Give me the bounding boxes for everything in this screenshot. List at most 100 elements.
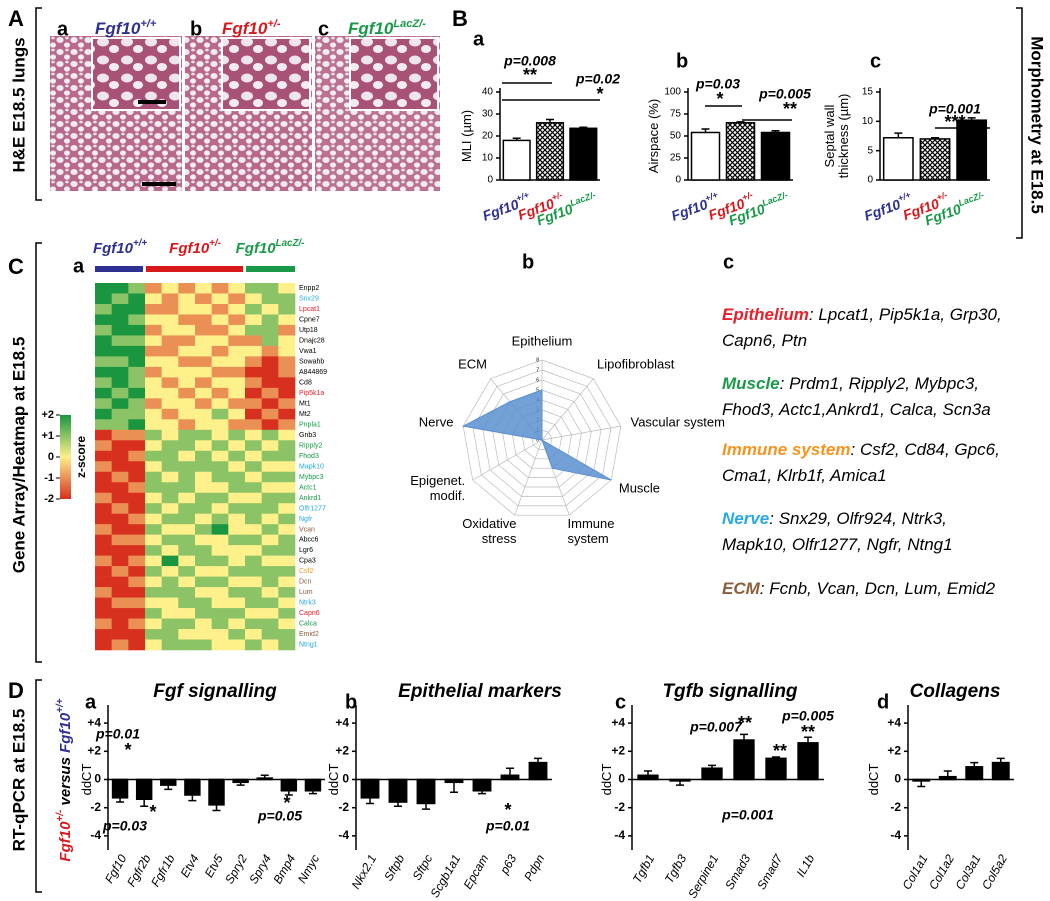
heatmap-cell — [261, 450, 279, 462]
heatmap-cell — [128, 524, 146, 535]
heatmap-cell — [95, 335, 112, 347]
significance-label: ** — [801, 722, 815, 742]
radar-area — [461, 389, 612, 481]
heatmap-cell — [245, 597, 262, 609]
radar-label: Epithelium — [512, 333, 573, 348]
colorbar-tick-label: -1 — [44, 472, 54, 484]
gene-list-line: Muscle: Prdm1, Ripply2, Mybpc3, — [722, 374, 979, 393]
heatmap-cell — [245, 419, 262, 431]
heatmap-cell — [228, 419, 246, 431]
heatmap-cell — [161, 314, 179, 326]
heatmap-cell — [195, 366, 212, 378]
heatmap-cell — [245, 293, 262, 305]
y-tick-label: +2 — [335, 743, 349, 757]
heatmap-cell — [261, 345, 279, 357]
heatmap-cell — [128, 587, 146, 598]
text-part: : Snx29, Olfr924, Ntrk3, — [769, 509, 947, 528]
radar-label: Nerve — [419, 414, 454, 429]
y-tick-label: +2 — [611, 743, 625, 757]
text-part: Immune system — [722, 440, 851, 459]
y-tick-label: +2 — [87, 743, 101, 757]
row-label: Ngfr — [299, 516, 313, 523]
bar — [725, 122, 756, 181]
heatmap-cell — [95, 629, 112, 640]
heatmap-cell — [261, 587, 279, 598]
heatmap-cell — [145, 419, 162, 431]
y-tick-label: 0 — [342, 772, 349, 786]
radar-spoke — [541, 425, 621, 441]
heatmap-cell — [111, 566, 129, 577]
text-part: +/- — [741, 190, 755, 203]
heatmap-cell — [145, 618, 162, 630]
heatmap-cell — [111, 335, 129, 347]
heatmap-cell — [145, 545, 162, 556]
heatmap-cell — [211, 566, 229, 577]
heatmap-cell — [195, 608, 212, 619]
text-part: Fgf10 — [169, 240, 210, 257]
heatmap-cell — [95, 587, 112, 598]
heatmap-cell — [278, 440, 296, 452]
heatmap-cell — [178, 524, 196, 535]
y-tick-label: -4 — [338, 828, 349, 842]
text-part: Fgf10 — [57, 712, 74, 753]
heatmap-cell — [228, 324, 246, 336]
heatmap-cell — [195, 471, 212, 483]
heatmap-cell — [128, 387, 146, 399]
heatmap-cell — [111, 366, 129, 378]
heatmap-cell — [211, 324, 229, 336]
heatmap-cell — [211, 587, 229, 598]
y-tick-label: 5 — [867, 145, 873, 156]
subpanel-letter: a — [57, 18, 69, 40]
heatmap-cell — [128, 482, 146, 494]
x-tick-label: p63 — [497, 852, 520, 877]
heatmap-cell — [278, 566, 296, 577]
y-tick-label: 30 — [482, 109, 494, 120]
significance-label: p=0.01 — [485, 818, 530, 834]
radar-label: Vascular system — [631, 414, 725, 429]
text-part: +/- — [55, 809, 66, 822]
section-brackets — [35, 7, 1023, 893]
heatmap-cell — [95, 555, 112, 567]
y-axis-label: ddCT — [79, 764, 94, 796]
heatmap-cell — [178, 283, 196, 294]
heatmap-cell — [195, 314, 212, 326]
significance-label: ** — [783, 99, 797, 119]
heatmap-cell — [161, 618, 179, 630]
heatmap-cell — [278, 503, 296, 514]
heatmap-cell — [228, 566, 246, 577]
heatmap-cell — [195, 555, 212, 567]
text-part: LacZ/- — [761, 190, 789, 208]
heatmap-cell — [95, 608, 112, 619]
x-tick-label: Sftpb — [381, 852, 407, 884]
heatmap-cell — [195, 324, 212, 336]
heatmap-cell — [228, 597, 246, 609]
y-tick-label: +4 — [887, 715, 901, 729]
row-label: Sowahb — [299, 358, 324, 365]
heatmap-cell — [95, 524, 112, 535]
inset — [221, 37, 311, 111]
heatmap-cell — [278, 303, 296, 315]
group-bar — [246, 266, 295, 272]
heatmap-cell — [245, 303, 262, 315]
heatmap-cell — [95, 503, 112, 514]
heatmap-cell — [128, 398, 146, 410]
heatmap-cell — [245, 335, 262, 347]
row-label: Ripply2 — [299, 442, 322, 449]
significance-label: * — [504, 800, 511, 820]
heatmap-cell — [145, 566, 162, 577]
bar — [184, 778, 201, 796]
genotype-label: Fgf10LacZ/- — [236, 238, 305, 257]
heatmap-cell — [95, 324, 112, 336]
heatmap-cell — [128, 461, 146, 473]
heatmap-cell — [261, 597, 279, 609]
panel-letter: D — [8, 678, 24, 703]
text-part: Fhod3, Actc1,Ankrd1, Calca, Scn3a — [722, 400, 991, 419]
heatmap-cell — [211, 639, 229, 651]
row-label: Vwa1 — [299, 348, 317, 355]
heatmap-cell — [128, 335, 146, 347]
heatmap-cell — [195, 492, 212, 504]
heatmap-cell — [195, 398, 212, 410]
heatmap-cell — [128, 639, 146, 651]
heatmap-cell — [261, 398, 279, 410]
heatmap-cell — [178, 629, 196, 640]
